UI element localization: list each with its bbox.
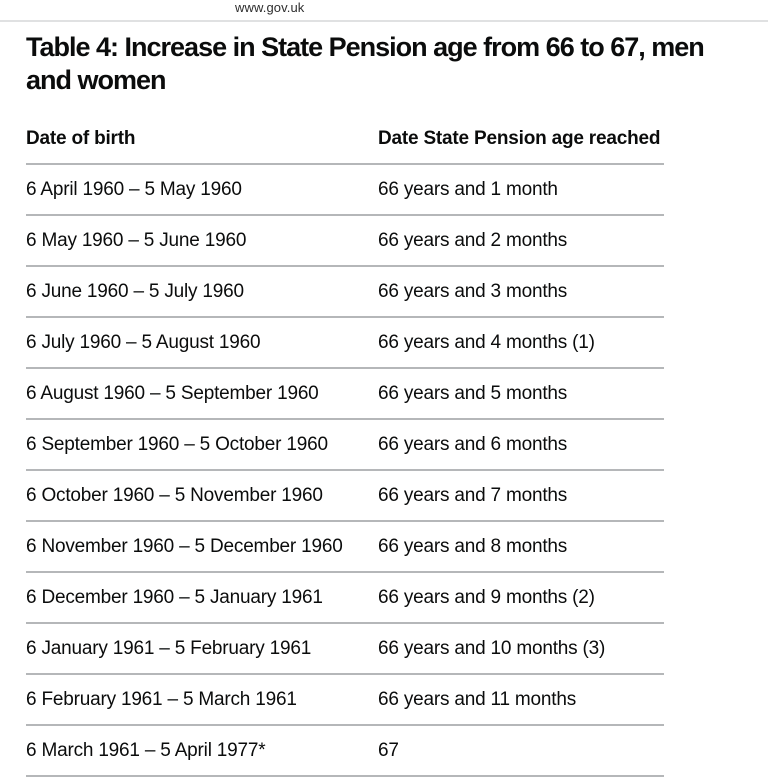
dob-cell: 6 May 1960 – 5 June 1960: [26, 215, 378, 267]
dob-cell: 6 July 1960 – 5 August 1960: [26, 317, 378, 369]
age-cell: 66 years and 5 months: [378, 368, 664, 420]
dob-cell: 6 June 1960 – 5 July 1960: [26, 266, 378, 318]
dob-cell: 6 March 1961 – 5 April 1977*: [26, 725, 378, 777]
page-title-line-2: and women: [26, 65, 167, 95]
age-cell: 66 years and 10 months (3): [378, 623, 664, 675]
age-cell: 66 years and 8 months: [378, 521, 664, 573]
table-row: 6 May 1960 – 5 June 1960 66 years and 2 …: [26, 215, 664, 267]
dob-cell: 6 February 1961 – 5 March 1961: [26, 674, 378, 726]
dob-cell: 6 August 1960 – 5 September 1960: [26, 368, 378, 420]
table-row: 6 February 1961 – 5 March 1961 66 years …: [26, 674, 664, 726]
age-cell: 66 years and 9 months (2): [378, 572, 664, 624]
table-row: 6 December 1960 – 5 January 1961 66 year…: [26, 572, 664, 624]
table-row: 6 April 1960 – 5 May 1960 66 years and 1…: [26, 164, 664, 216]
table-row: 6 July 1960 – 5 August 1960 66 years and…: [26, 317, 664, 369]
table-row: 6 March 1961 – 5 April 1977* 67: [26, 725, 664, 777]
dob-cell: 6 September 1960 – 5 October 1960: [26, 419, 378, 471]
table-row: 6 October 1960 – 5 November 1960 66 year…: [26, 470, 664, 522]
column-header-date-of-birth: Date of birth: [26, 126, 378, 165]
table-row: 6 September 1960 – 5 October 1960 66 yea…: [26, 419, 664, 471]
dob-cell: 6 October 1960 – 5 November 1960: [26, 470, 378, 522]
age-cell: 66 years and 1 month: [378, 164, 664, 216]
age-cell: 66 years and 2 months: [378, 215, 664, 267]
dob-cell: 6 January 1961 – 5 February 1961: [26, 623, 378, 675]
age-cell: 66 years and 6 months: [378, 419, 664, 471]
dob-cell: 6 December 1960 – 5 January 1961: [26, 572, 378, 624]
header-divider: [0, 20, 768, 22]
table-row: 6 November 1960 – 5 December 1960 66 yea…: [26, 521, 664, 573]
pension-age-table: Date of birth Date State Pension age rea…: [26, 126, 664, 777]
page-title: Table 4: Increase in State Pension age f…: [26, 31, 705, 97]
table-row: 6 June 1960 – 5 July 1960 66 years and 3…: [26, 266, 664, 318]
page-title-line-1: Table 4: Increase in State Pension age f…: [26, 32, 705, 62]
table-header-row: Date of birth Date State Pension age rea…: [26, 126, 664, 165]
site-url-label: www.gov.uk: [235, 0, 305, 15]
dob-cell: 6 November 1960 – 5 December 1960: [26, 521, 378, 573]
age-cell: 66 years and 7 months: [378, 470, 664, 522]
age-cell: 66 years and 11 months: [378, 674, 664, 726]
dob-cell: 6 April 1960 – 5 May 1960: [26, 164, 378, 216]
table-row: 6 August 1960 – 5 September 1960 66 year…: [26, 368, 664, 420]
table-row: 6 January 1961 – 5 February 1961 66 year…: [26, 623, 664, 675]
age-cell: 66 years and 4 months (1): [378, 317, 664, 369]
column-header-pension-age-reached: Date State Pension age reached: [378, 126, 664, 165]
age-cell: 67: [378, 725, 664, 777]
age-cell: 66 years and 3 months: [378, 266, 664, 318]
